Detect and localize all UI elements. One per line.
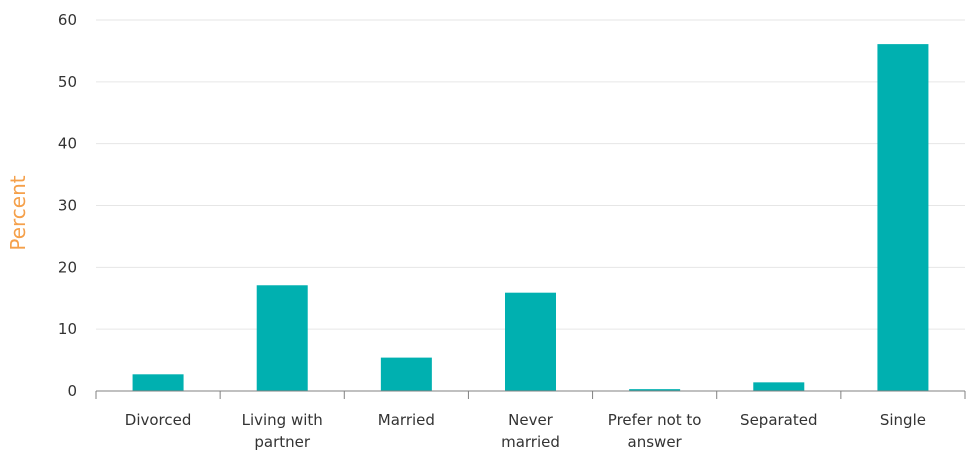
x-category-label: Living with partner [242,411,323,451]
x-category-label-line: partner [254,433,310,451]
y-tick-label: 10 [58,320,77,338]
x-category-label: Married [378,411,435,429]
x-category-label: Prefer not to answer [608,411,702,451]
x-category-labels: Divorced Living with partner Married Never ma… [125,411,926,451]
bar-divorced [132,374,184,391]
y-tick-label: 0 [67,382,77,400]
bar-single [877,44,929,392]
x-category-label-line: Single [880,411,926,429]
x-category-label: Single [880,411,926,429]
x-category-label-line: answer [628,433,683,451]
bar-living-with-partner [256,285,308,391]
x-category-label-line: Separated [740,411,817,429]
x-category-label-line: Living with [242,411,323,429]
x-category-label: Separated [740,411,817,429]
x-category-label-line: Prefer not to [608,411,702,429]
bar-separated [753,382,805,391]
x-category-label-line: Divorced [125,411,192,429]
y-tick-label: 30 [58,197,77,215]
y-tick-label: 50 [58,73,77,91]
x-category-label: Never married [501,411,560,451]
bar-never-married [505,292,556,391]
y-tick-label: 20 [58,258,77,276]
x-tick-marks [95,391,966,399]
bar-prefer-not-to-answer [629,389,681,391]
x-category-label: Divorced [125,411,192,429]
y-tick-labels: 0 10 20 30 40 50 60 [58,11,77,400]
x-category-label-line: Never [508,411,554,429]
y-tick-label: 60 [58,11,77,29]
y-axis-title: Percent [6,175,30,250]
x-category-label-line: married [501,433,560,451]
bar-married [380,357,432,391]
y-tick-label: 40 [58,135,77,153]
x-category-label-line: Married [378,411,435,429]
gridlines [96,19,965,330]
bars [132,44,929,392]
